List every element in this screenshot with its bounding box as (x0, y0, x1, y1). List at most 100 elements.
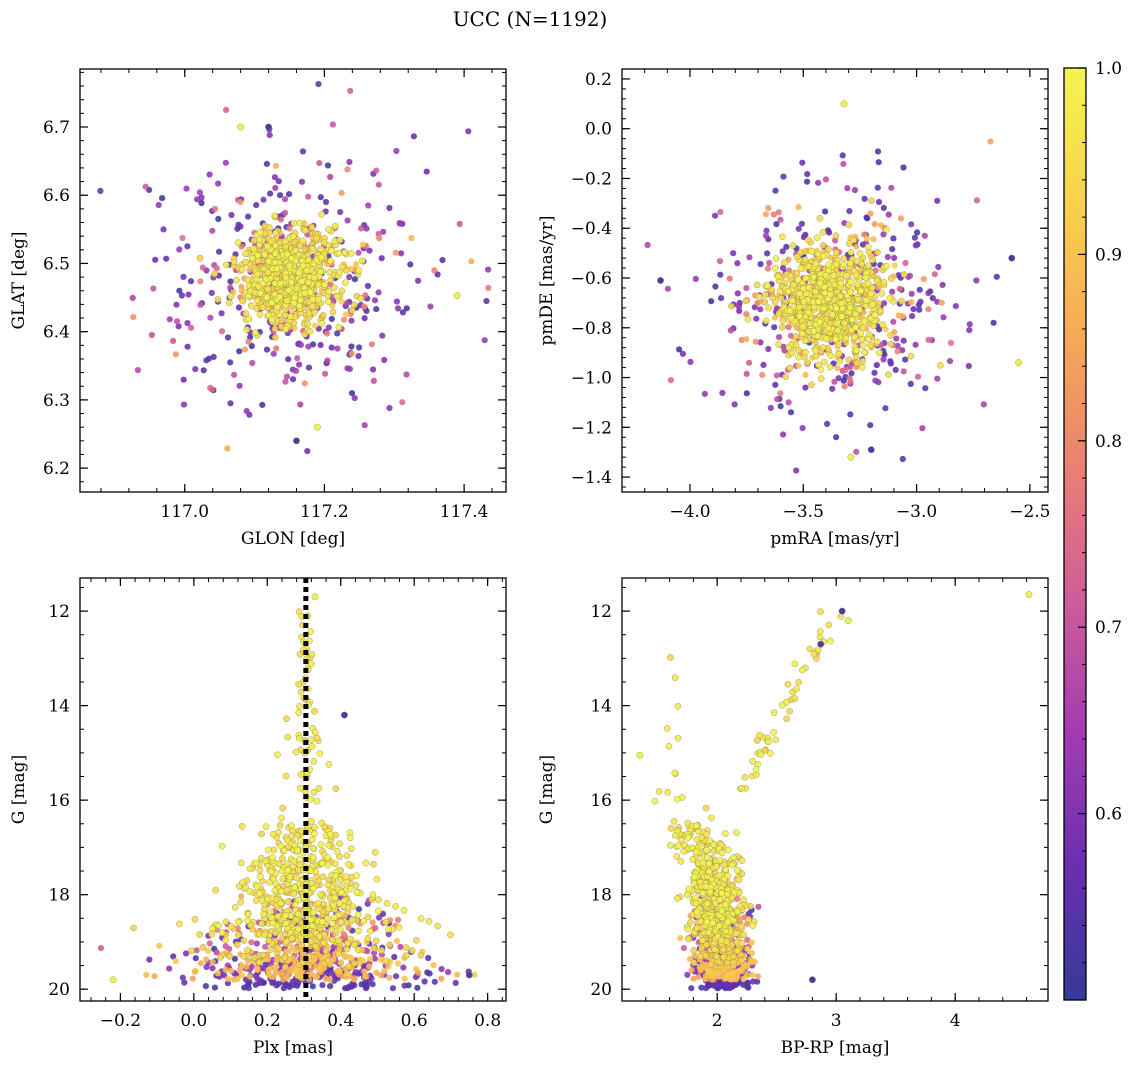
data-point (196, 254, 204, 262)
data-point (285, 286, 293, 294)
data-point (900, 337, 907, 344)
data-point (224, 334, 232, 341)
figure-title: UCC (N=1192) (453, 7, 608, 31)
data-point (832, 249, 840, 256)
data-point (213, 949, 220, 956)
data-point (265, 937, 273, 944)
data-point (331, 914, 338, 921)
data-point (324, 957, 332, 965)
data-point (360, 917, 368, 925)
data-point (172, 351, 179, 358)
data-point (952, 303, 959, 310)
data-point (265, 966, 272, 974)
data-point (234, 239, 242, 246)
data-point (160, 226, 167, 233)
data-point (245, 282, 253, 289)
data-point (212, 886, 219, 894)
data-point (337, 959, 345, 967)
data-point (908, 299, 915, 306)
data-point (330, 284, 338, 292)
data-point (889, 246, 896, 253)
data-point (727, 327, 734, 334)
data-point (248, 342, 255, 350)
data-point (297, 296, 304, 304)
data-point (336, 840, 343, 848)
data-point-outlier (657, 277, 664, 284)
data-point (743, 370, 750, 377)
data-point (332, 872, 339, 880)
data-point (272, 162, 279, 169)
data-point (796, 290, 804, 297)
data-point (271, 887, 279, 894)
data-point (300, 951, 307, 958)
data-point (925, 306, 932, 313)
data-point (326, 831, 334, 838)
data-point (667, 654, 674, 661)
data-point (394, 305, 402, 312)
data-point (900, 368, 907, 375)
data-point (775, 341, 782, 348)
data-point (836, 292, 844, 300)
data-point (763, 227, 770, 234)
data-point (965, 362, 972, 370)
data-point (750, 978, 757, 985)
data-point (916, 286, 923, 293)
data-point (371, 955, 378, 962)
data-point (234, 918, 242, 926)
data-point (699, 961, 706, 968)
data-point (386, 204, 393, 212)
data-point (340, 931, 347, 938)
data-point (890, 318, 897, 325)
data-point (325, 842, 333, 849)
data-point (197, 301, 204, 308)
data-point (312, 943, 320, 950)
data-point (265, 257, 272, 265)
data-point (867, 342, 874, 349)
data-point (775, 310, 783, 318)
data-point (335, 249, 343, 257)
data-point (791, 695, 799, 702)
data-point (284, 898, 292, 906)
data-point (142, 183, 149, 190)
data-point (356, 960, 363, 967)
data-point (249, 255, 256, 262)
data-point (728, 302, 735, 310)
data-point (296, 855, 303, 863)
data-point (198, 199, 205, 207)
data-point (756, 293, 763, 301)
data-point (408, 947, 416, 954)
data-point (297, 934, 305, 942)
data-point (334, 345, 341, 352)
data-point (283, 938, 290, 945)
data-point (740, 931, 747, 939)
data-point (907, 352, 915, 360)
data-point (338, 287, 346, 295)
data-point (313, 234, 320, 242)
data-point (759, 371, 766, 378)
data-point (744, 936, 751, 944)
data-point (795, 225, 802, 232)
data-point (295, 896, 302, 904)
data-point (381, 968, 388, 975)
data-point (273, 345, 280, 352)
data-point (343, 300, 350, 307)
data-point (270, 350, 277, 357)
data-point (779, 233, 786, 240)
x-tick-label: 0.0 (180, 1011, 207, 1031)
data-point (864, 215, 871, 222)
data-point (324, 357, 331, 364)
data-point (282, 326, 290, 333)
data-point (318, 819, 326, 827)
data-point (269, 854, 276, 861)
data-point (386, 974, 393, 981)
data-point (271, 334, 279, 341)
data-point (370, 366, 377, 373)
data-point (786, 364, 794, 372)
data-point (764, 250, 771, 257)
data-point (269, 830, 277, 838)
y-tick-label: 18 (48, 886, 70, 906)
x-tick-label: 117.0 (160, 502, 209, 522)
data-point (296, 302, 303, 310)
